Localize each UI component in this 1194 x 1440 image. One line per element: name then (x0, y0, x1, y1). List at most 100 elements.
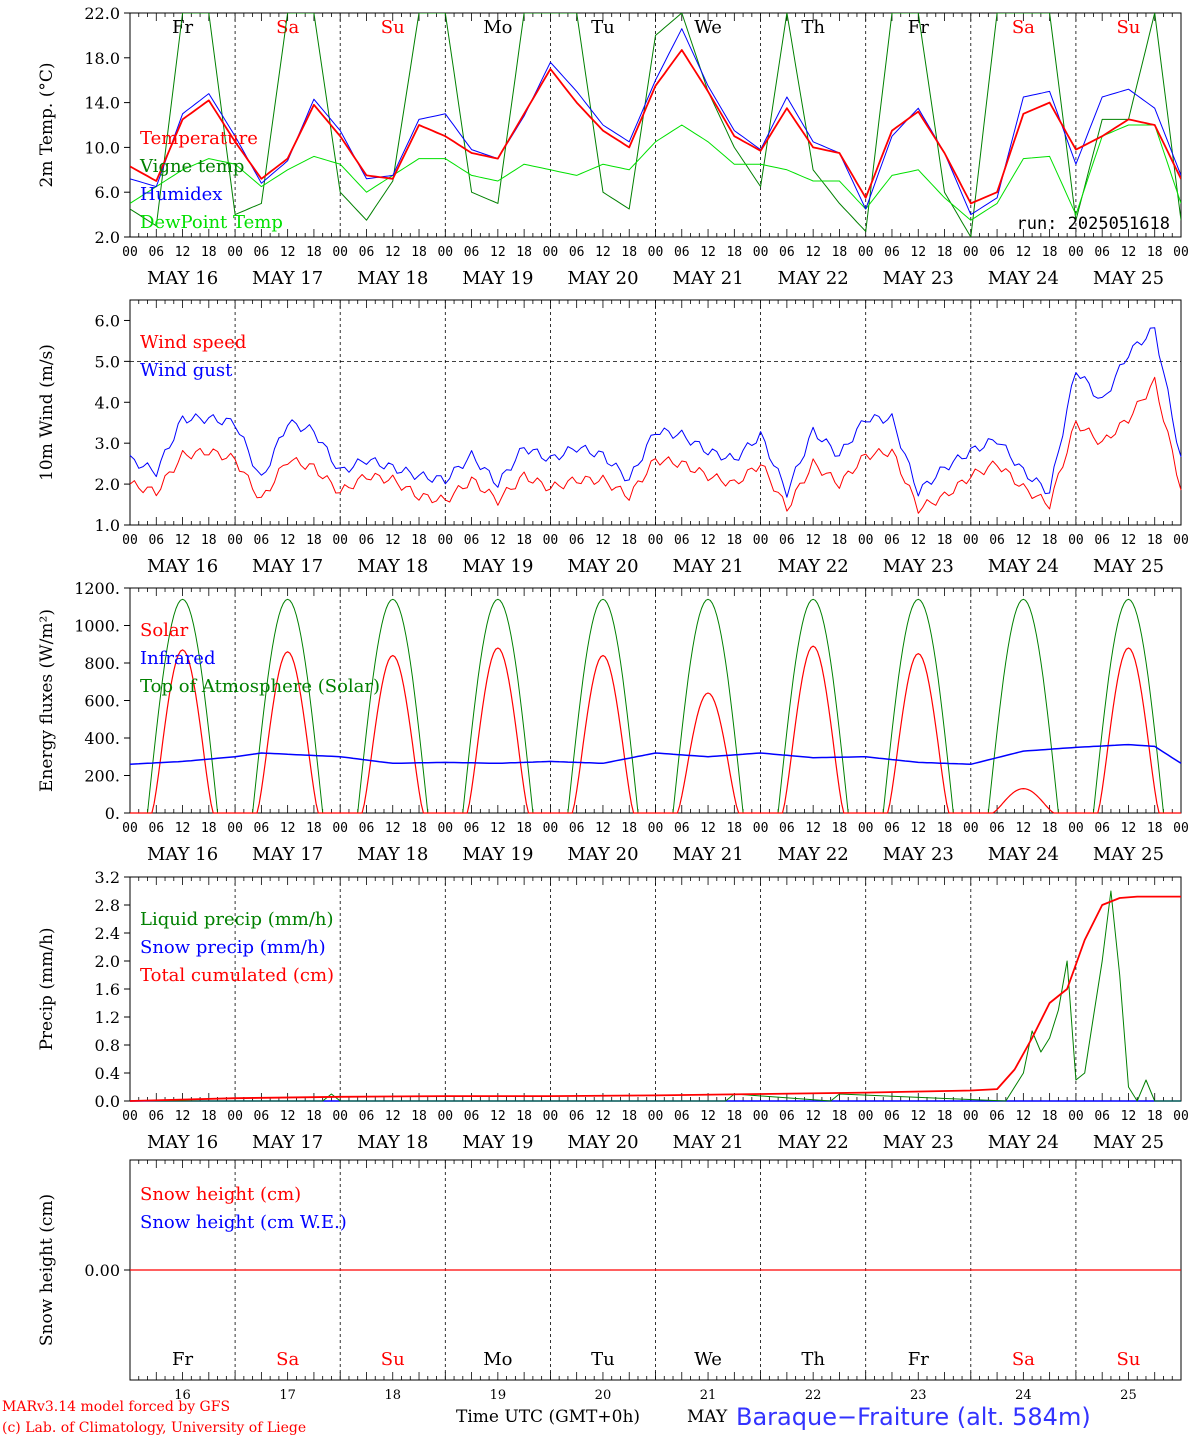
hour-tick-label: 00 (437, 1109, 453, 1124)
date-label: MAY 17 (252, 1132, 323, 1153)
weekday-label: Sa (1012, 1349, 1035, 1370)
y-tick-label: 400. (84, 729, 120, 748)
hour-tick-label: 00 (543, 821, 559, 836)
hour-tick-label: 06 (148, 533, 164, 548)
hour-tick-label: 12 (1121, 245, 1137, 260)
hour-tick-label: 06 (464, 245, 480, 260)
series-line-wind-speed (129, 376, 1182, 514)
hour-tick-label: 06 (674, 821, 690, 836)
hour-tick-label: 06 (464, 1109, 480, 1124)
hour-tick-label: 06 (464, 821, 480, 836)
hour-tick-label: 00 (1068, 1109, 1084, 1124)
hour-tick-label: 12 (490, 1109, 506, 1124)
hour-tick-label: 12 (805, 1109, 821, 1124)
hour-tick-label: 18 (306, 245, 322, 260)
hour-tick-label: 18 (937, 1109, 953, 1124)
date-label: MAY 24 (988, 1132, 1059, 1153)
panel-frame (129, 587, 1182, 814)
hour-tick-label: 06 (989, 1109, 1005, 1124)
hour-tick-label: 06 (779, 821, 795, 836)
hour-tick-label: 06 (674, 533, 690, 548)
legend-item: Snow height (cm W.E.) (140, 1212, 347, 1233)
series-line-liquid-precip-mm-h- (130, 890, 1181, 1102)
hour-tick-label: 00 (1173, 821, 1189, 836)
date-label: MAY 21 (672, 268, 743, 289)
hour-tick-label: 12 (490, 245, 506, 260)
legend-item: Total cumulated (cm) (140, 965, 334, 986)
weekday-label: Fr (908, 1349, 929, 1370)
hour-tick-label: 00 (227, 1109, 243, 1124)
date-label: MAY 24 (988, 556, 1059, 577)
y-tick-label: 1.6 (95, 980, 120, 999)
hour-tick-label: 12 (385, 1109, 401, 1124)
date-label: MAY 20 (567, 1132, 638, 1153)
weekday-label: Sa (276, 17, 299, 38)
y-tick-label: 1200. (74, 579, 120, 598)
weekday-label: Th (801, 1349, 825, 1370)
date-label: MAY 17 (252, 556, 323, 577)
hour-tick-label: 18 (306, 1109, 322, 1124)
hour-tick-label: 12 (280, 533, 296, 548)
date-label: MAY 16 (147, 844, 218, 865)
hour-tick-label: 00 (858, 245, 874, 260)
hour-tick-label: 06 (674, 245, 690, 260)
y-tick-label: 1.0 (95, 516, 120, 535)
hour-tick-label: 18 (516, 245, 532, 260)
y-tick-label: 2.0 (95, 952, 120, 971)
hour-tick-label: 18 (726, 821, 742, 836)
hour-tick-label: 06 (569, 1109, 585, 1124)
hour-tick-label: 00 (1173, 533, 1189, 548)
hour-tick-label: 06 (569, 245, 585, 260)
credit-line1: MARv3.14 model forced by GFS (2, 1399, 231, 1415)
y-axis-title-energy: Energy fluxes (W/m²) (37, 609, 57, 792)
hour-tick-label: 18 (1147, 533, 1163, 548)
legend-item: Vigne temp (139, 156, 244, 177)
hour-tick-label: 00 (543, 1109, 559, 1124)
hour-tick-label: 12 (280, 821, 296, 836)
y-tick-label: 6.0 (95, 183, 120, 202)
hour-tick-label: 00 (648, 821, 664, 836)
hour-tick-label: 00 (227, 533, 243, 548)
hour-tick-label: 06 (359, 533, 375, 548)
hour-tick-label: 12 (1016, 821, 1032, 836)
hour-tick-label: 12 (490, 533, 506, 548)
hour-tick-label: 12 (1121, 533, 1137, 548)
hour-tick-label: 12 (385, 533, 401, 548)
y-tick-label: 0.8 (95, 1036, 120, 1055)
day-number-label: 17 (279, 1388, 296, 1403)
hour-tick-label: 18 (516, 533, 532, 548)
date-label: MAY 19 (462, 844, 533, 865)
hour-tick-label: 06 (884, 245, 900, 260)
hour-tick-label: 00 (963, 1109, 979, 1124)
weekday-label: Su (1116, 1349, 1140, 1370)
hour-tick-label: 00 (963, 245, 979, 260)
hour-tick-label: 12 (595, 821, 611, 836)
date-label: MAY 18 (357, 556, 428, 577)
weekday-label: Fr (908, 17, 929, 38)
time-axis-label: Time UTC (GMT+0h) (456, 1407, 641, 1427)
hour-tick-label: 06 (884, 821, 900, 836)
hour-tick-label: 18 (832, 821, 848, 836)
weekday-label: Sa (1012, 17, 1035, 38)
hour-tick-label: 18 (621, 533, 637, 548)
y-tick-label: 600. (84, 692, 120, 711)
hour-tick-label: 00 (332, 821, 348, 836)
y-axis-title-precip: Precip (mm/h) (37, 927, 57, 1050)
hour-tick-label: 00 (963, 821, 979, 836)
date-label: MAY 16 (147, 1132, 218, 1153)
hour-tick-label: 00 (437, 533, 453, 548)
series-line-temperature (130, 49, 1181, 205)
hour-tick-label: 18 (201, 533, 217, 548)
hour-tick-label: 18 (516, 821, 532, 836)
date-label: MAY 17 (252, 844, 323, 865)
y-tick-label: 5.0 (95, 352, 120, 371)
day-number-label: 25 (1120, 1388, 1137, 1403)
panel-frame (129, 299, 1182, 526)
legend-item: Humidex (140, 184, 222, 205)
weekday-label: We (694, 1349, 722, 1370)
hour-tick-label: 12 (700, 1109, 716, 1124)
y-tick-label: 2.8 (95, 896, 120, 915)
hour-tick-label: 06 (1094, 1109, 1110, 1124)
weekday-label: Mo (483, 17, 512, 38)
